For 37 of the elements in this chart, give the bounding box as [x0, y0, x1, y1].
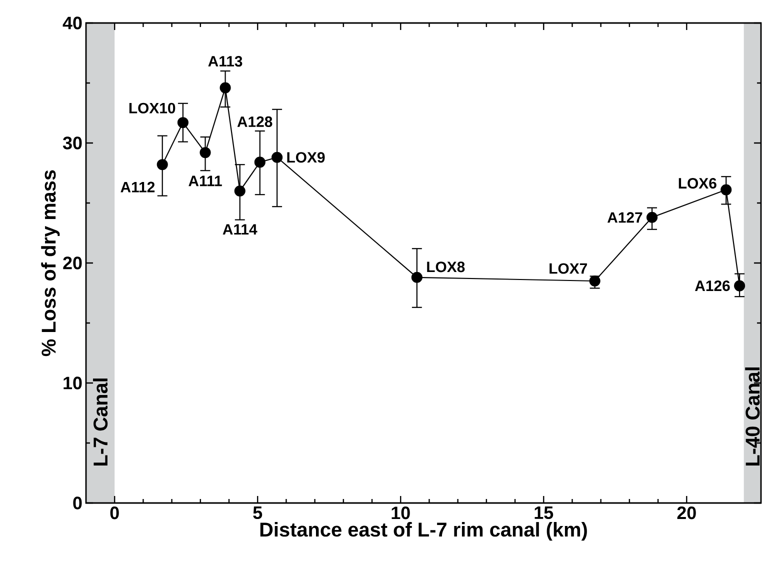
band-label: L-40 Canal — [745, 367, 760, 466]
y-tick-label: 0 — [73, 496, 82, 510]
point — [720, 184, 732, 196]
x-tick-label: 20 — [677, 506, 696, 520]
annotation: LOX7 — [550, 263, 587, 274]
point — [177, 117, 188, 128]
x-tick-label: 15 — [534, 506, 554, 520]
point — [254, 156, 266, 168]
x-tick-label: 0 — [110, 506, 119, 520]
annotation: LOX8 — [427, 262, 465, 272]
annotation: A111 — [188, 176, 222, 186]
band-label: L-7 Canal — [92, 378, 108, 466]
x-tick-label: 10 — [392, 506, 410, 520]
point — [200, 147, 211, 158]
point — [156, 159, 168, 170]
annotation: A112 — [120, 182, 155, 192]
y-tick-label: 30 — [62, 136, 82, 150]
y-tick-label: 10 — [64, 376, 82, 390]
annotation: A114 — [222, 224, 258, 234]
annotation: LOX9 — [287, 152, 325, 163]
annotation: A126 — [695, 280, 730, 292]
annotation: A127 — [607, 212, 642, 223]
y-tick-label: 20 — [63, 256, 82, 270]
point — [272, 152, 283, 163]
x-axis-title: Distance east of L-7 rim canal (km) — [260, 522, 587, 541]
annotation: LOX6 — [678, 178, 716, 189]
point — [734, 280, 746, 292]
x-tick-label: 5 — [253, 506, 262, 520]
point — [411, 272, 422, 283]
annotation: A113 — [208, 56, 242, 67]
annotation: LOX10 — [129, 102, 176, 114]
point — [220, 82, 231, 94]
point — [234, 185, 246, 197]
annotation: A128 — [237, 116, 272, 127]
y-axis-title: % Loss of dry mass — [41, 170, 60, 356]
point — [646, 212, 658, 223]
y-tick-label: 40 — [62, 16, 82, 30]
